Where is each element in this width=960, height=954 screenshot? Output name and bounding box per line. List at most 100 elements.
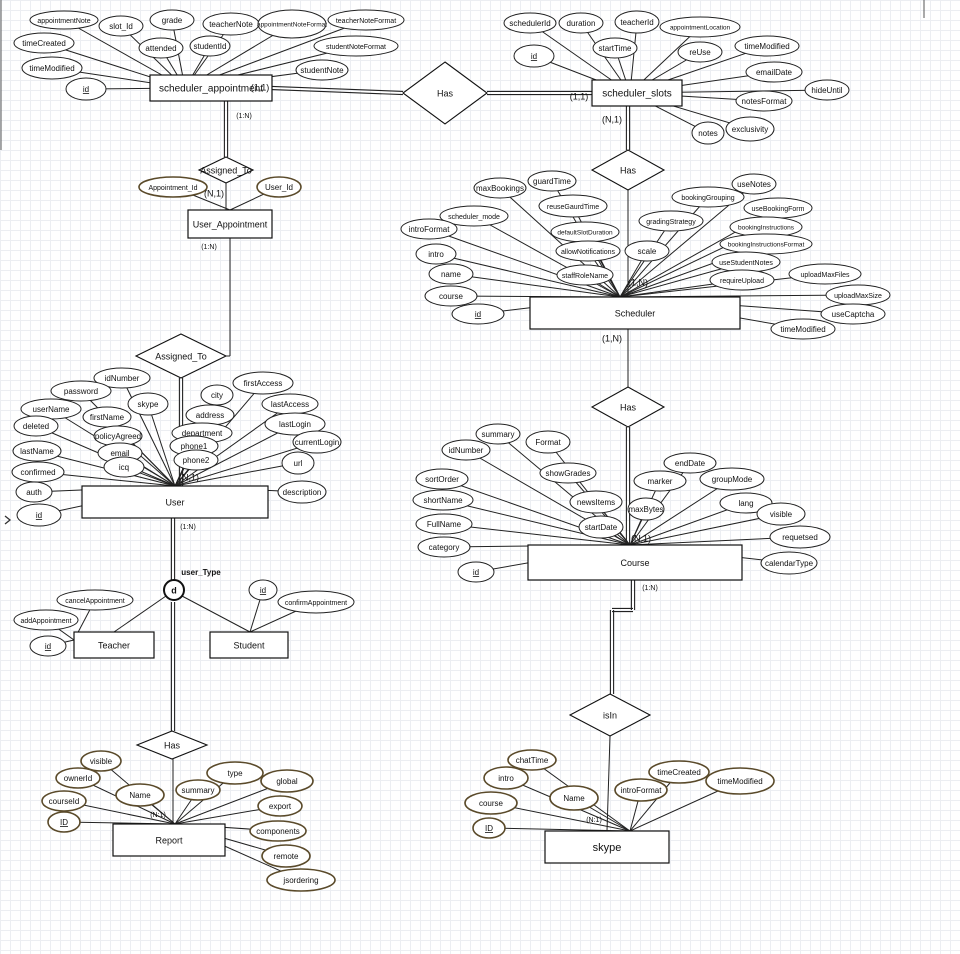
attribute-course-format: [525, 430, 571, 454]
attribute-label-skype-intro-format: introFormat: [621, 786, 663, 795]
attribute-sch-scheduler-mode: [439, 205, 509, 227]
entity-user: [81, 485, 269, 519]
attribute-label-report-global: global: [276, 777, 298, 786]
attribute-sa-student-note: [295, 59, 349, 81]
attribute-label-sa-slot-id: slot_Id: [109, 22, 133, 31]
attribute-label-ss-appointment-location: appointmentLocation: [670, 25, 731, 32]
attribute-user-last-login: [264, 412, 326, 436]
attribute-sa-attended: [138, 37, 184, 59]
attribute-label-user-auth: auth: [26, 488, 42, 497]
attribute-label-sch-reuse-gaurd-time: reuseGaurdTime: [547, 204, 599, 211]
attribute-sa-appointment-note-format: [257, 9, 327, 39]
attribute-skype-chat-time: [507, 749, 557, 771]
entity-student: [209, 631, 289, 659]
attribute-course-lang: [719, 492, 773, 514]
attribute-label-sch-use-captcha: useCaptcha: [832, 310, 875, 319]
attribute-label-user-id: id: [36, 511, 42, 520]
attribute-course-sort-order: [415, 468, 469, 490]
attribute-label-user-address: address: [196, 411, 224, 420]
attribute-label-sch-max-bookings: maxBookings: [476, 184, 524, 193]
attribute-label-user-phone1: phone1: [181, 442, 208, 451]
cardinality-user-down: (1:N): [180, 524, 196, 531]
attribute-label-user-deleted: deleted: [23, 422, 49, 431]
attribute-sa-student-id: [189, 35, 231, 57]
attribute-label-ss-teacher-id: teacherId: [620, 18, 653, 27]
attribute-sa-appointment-note: [29, 10, 99, 30]
relationship-has-r5: [590, 386, 666, 428]
attribute-label-course-marker: marker: [648, 477, 673, 486]
relationship-is-in-r7: [568, 693, 652, 737]
connector-line: [629, 478, 733, 546]
attribute-label-sch-course: course: [439, 292, 464, 301]
attribute-label-ss-notes: notes: [698, 129, 718, 138]
attribute-label-course-category: category: [429, 543, 460, 552]
attribute-label-report-type: type: [227, 769, 243, 778]
attribute-report-jsordering: [266, 868, 336, 892]
attribute-label-course-visible: visible: [770, 510, 793, 519]
attribute-label-ss-email-date: emailDate: [756, 68, 793, 77]
attribute-skype-id: [472, 817, 506, 839]
attribute-label-ss-id: id: [531, 52, 537, 61]
attribute-report-course-id: [41, 790, 87, 812]
attribute-sch-use-notes: [731, 173, 777, 195]
attribute-skype-intro-format: [614, 778, 668, 802]
entity-label-report: Report: [155, 835, 183, 845]
attribute-label-sa-time-modified: timeModified: [29, 64, 74, 73]
entity-scheduler: [529, 296, 741, 330]
attribute-label-sch-booking-grouping: bookingGrouping: [681, 195, 734, 202]
attribute-report-global: [260, 769, 314, 793]
attribute-user-id-number: [93, 367, 151, 389]
expand-arrow-icon[interactable]: [4, 515, 12, 525]
attribute-label-ss-scheduler-id: schedulerId: [509, 19, 550, 28]
attribute-course-news-items: [569, 490, 623, 514]
attribute-ss-id: [513, 44, 555, 68]
attribute-report-id: [47, 811, 81, 833]
attribute-report-visible: [80, 750, 122, 772]
attribute-label-sa-appointment-note: appointmentNote: [37, 18, 90, 25]
attribute-label-report-owner-id: ownerId: [64, 774, 92, 783]
cardinality-sa-r1: (1,1): [251, 82, 270, 92]
attribute-label-sch-grading-strategy: gradingStrategy: [646, 219, 696, 226]
disjoint-circle: [163, 579, 185, 601]
relationship-has-r6: [135, 730, 209, 760]
attribute-label-ss-re-use: reUse: [689, 48, 711, 57]
cardinality-sch-r5: (1,N): [602, 333, 622, 343]
attribute-ss-notes-format: [735, 90, 793, 112]
attribute-sch-scale: [624, 240, 670, 262]
attribute-label-user-department: department: [182, 429, 223, 438]
attribute-user-deleted: [13, 415, 59, 437]
connector-line: [629, 513, 782, 546]
attribute-label-user-city: city: [211, 391, 223, 400]
attribute-label-skype-id: ID: [485, 824, 493, 833]
attribute-course-max-bytes: [627, 497, 665, 521]
attribute-skype-intro: [483, 766, 529, 790]
attribute-label-sch-id: id: [475, 310, 481, 319]
attribute-ss-appointment-location: [659, 16, 741, 38]
attribute-course-visible: [756, 502, 806, 526]
attribute-label-user-url: url: [294, 459, 303, 468]
attribute-label-teacher-id: id: [45, 642, 51, 651]
attribute-user-last-name: [12, 440, 62, 462]
connector-line: [435, 253, 621, 298]
attribute-label-user-password: password: [64, 387, 98, 396]
cardinality-ss-r1: (1,1): [570, 91, 589, 101]
attribute-label-user-skype: skype: [138, 400, 159, 409]
attribute-label-sa-student-id: studentId: [194, 42, 227, 51]
attribute-course-show-grades: [539, 462, 597, 484]
connector-line: [174, 423, 296, 487]
diagram-shapes: appointmentNote slot_Id grade teacherNote ap…: [0, 0, 925, 892]
attribute-user-description: [277, 480, 327, 504]
disjoint-symbol: d: [171, 585, 177, 595]
connector-line: [271, 89, 403, 96]
entity-label-course: Course: [620, 558, 649, 568]
attribute-label-user-user-name: userName: [33, 405, 70, 414]
relationship-has-r3: [590, 149, 666, 191]
entity-label-user: User: [165, 497, 184, 507]
attribute-label-user-current-login: currentLogin: [295, 438, 339, 447]
attribute-label-sch-allow-notifications: allowNotifications: [561, 249, 616, 256]
entity-course: [527, 544, 743, 581]
attribute-label-sa-id: id: [83, 85, 89, 94]
relationship-label-is-in: isIn: [603, 710, 617, 720]
attribute-label-student-id: id: [260, 586, 266, 595]
